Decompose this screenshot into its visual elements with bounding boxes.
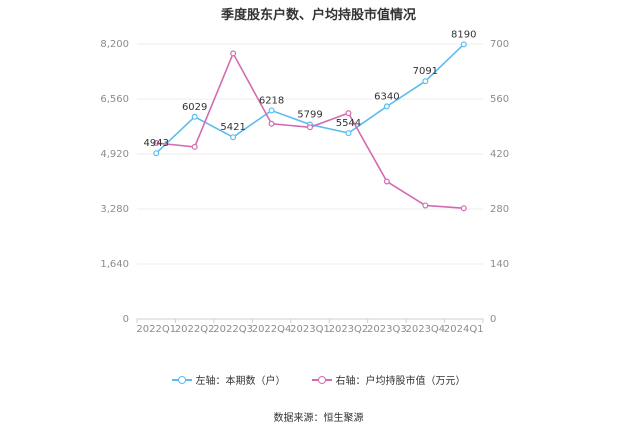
left-tick-label: 3,280 — [100, 204, 129, 215]
legend-label-households: 左轴：本期数（户） — [195, 376, 286, 387]
data-label: 7091 — [413, 66, 438, 77]
data-label: 6340 — [374, 91, 399, 102]
x-tick-label: 2023Q2 — [329, 324, 369, 335]
right-tick-label: 560 — [490, 94, 509, 105]
left-tick-label: 6,560 — [100, 94, 129, 105]
series-point-0 — [153, 150, 160, 157]
series-point-0 — [383, 103, 390, 110]
series-point-1 — [383, 178, 390, 185]
legend-item-market-value[interactable]: 右轴：户均持股市值（万元） — [311, 372, 466, 387]
series-point-1 — [345, 110, 352, 117]
legend-label-market-value: 右轴：户均持股市值（万元） — [335, 376, 466, 387]
x-tick-label: 2022Q3 — [213, 324, 253, 335]
x-tick-label: 2024Q1 — [444, 324, 484, 335]
chart-title: 季度股东户数、户均持股市值情况 — [220, 8, 416, 23]
series-point-0 — [230, 134, 237, 141]
left-tick-label: 1,640 — [100, 259, 129, 270]
data-label: 6029 — [182, 102, 207, 113]
x-tick-label: 2023Q3 — [367, 324, 407, 335]
data-label: 8190 — [451, 29, 476, 40]
left-tick-label: 0 — [123, 314, 129, 325]
x-tick-label: 2022Q4 — [252, 324, 292, 335]
legend-swatch-market-value — [311, 375, 332, 385]
data-label: 4943 — [143, 138, 168, 149]
data-label: 5421 — [220, 122, 245, 133]
series-point-1 — [230, 50, 237, 57]
left-tick-label: 4,920 — [100, 149, 129, 160]
series-point-0 — [422, 78, 429, 85]
series-point-0 — [345, 130, 352, 137]
legend: 左轴：本期数（户） 右轴：户均持股市值（万元） — [0, 372, 637, 387]
x-axis-ticks: 2022Q12022Q22022Q32022Q42023Q12023Q22023… — [136, 319, 484, 335]
data-label: 5544 — [336, 118, 361, 129]
legend-swatch-households — [171, 375, 192, 385]
data-label: 5799 — [297, 110, 322, 121]
x-tick-label: 2022Q1 — [136, 324, 176, 335]
series-point-0 — [268, 107, 275, 114]
series-point-1 — [422, 202, 429, 209]
left-tick-label: 8,200 — [100, 39, 129, 50]
x-tick-label: 2023Q1 — [290, 324, 330, 335]
legend-item-households[interactable]: 左轴：本期数（户） — [171, 372, 286, 387]
series-point-1 — [153, 140, 160, 147]
series-point-0 — [460, 41, 467, 48]
x-tick-label: 2023Q4 — [405, 324, 445, 335]
right-tick-label: 140 — [490, 259, 509, 270]
series-point-1 — [191, 143, 198, 150]
data-label: 6218 — [259, 95, 284, 106]
right-tick-label: 700 — [490, 39, 509, 50]
series-point-1 — [268, 120, 275, 127]
left-axis-ticks: 0 1,640 3,280 4,920 6,560 8,200 — [100, 39, 129, 325]
x-tick-label: 2022Q2 — [175, 324, 215, 335]
grid-lines — [137, 43, 483, 320]
series-point-1 — [460, 205, 467, 212]
series-point-0 — [191, 113, 198, 120]
right-tick-label: 280 — [490, 204, 509, 215]
data-labels: 4943 6029 5421 6218 5799 5544 6340 7091 8190 — [143, 29, 476, 149]
source-note: 数据来源：恒生聚源 — [273, 413, 364, 424]
series-point-1 — [307, 124, 314, 131]
right-tick-label: 0 — [490, 314, 496, 325]
series-layer — [153, 41, 467, 212]
right-tick-label: 420 — [490, 149, 509, 160]
right-axis-ticks: 0 140 280 420 560 700 — [490, 39, 509, 325]
